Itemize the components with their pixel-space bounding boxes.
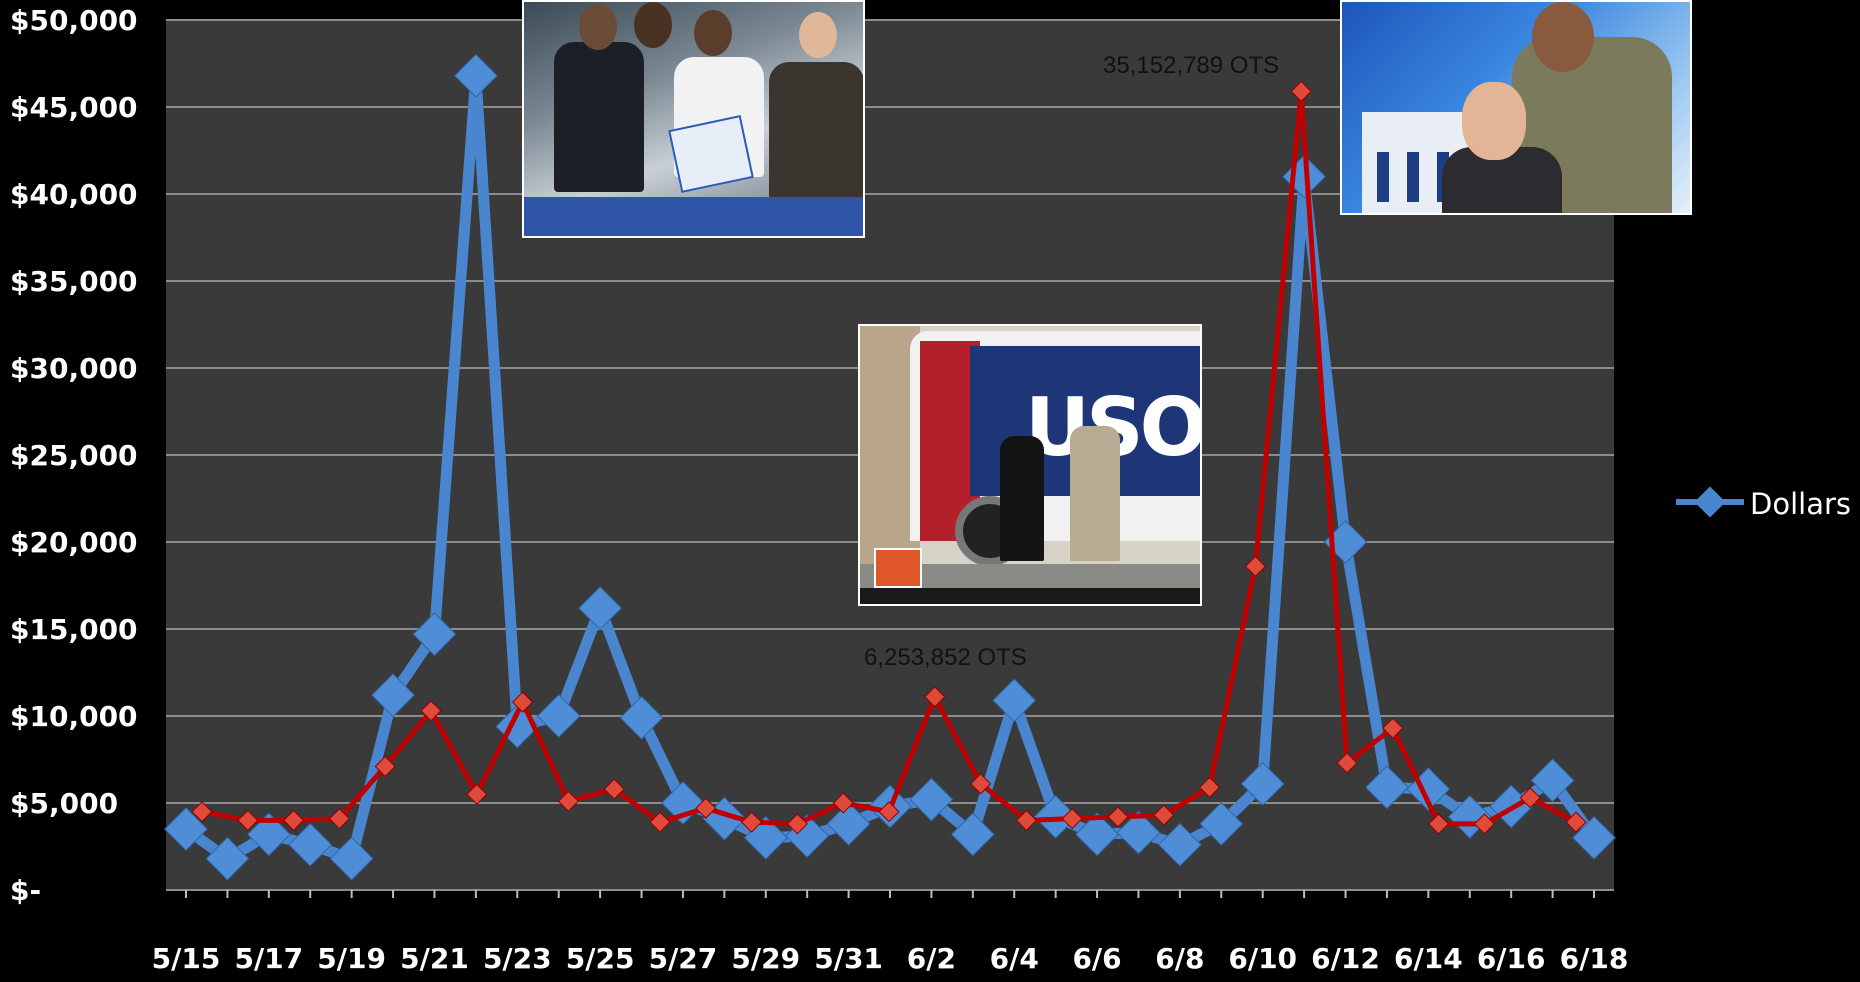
data-point-red — [1336, 752, 1358, 774]
x-axis-tick-labels: 5/15 5/17 5/19 5/21 5/23 5/25 5/27 5/29 5/31 6/2 6… — [152, 890, 1629, 975]
data-point-red — [1427, 813, 1450, 835]
series-red — [191, 80, 1587, 835]
data-point-red — [466, 783, 488, 805]
legend-marker-dollars — [1694, 486, 1726, 518]
y-tick-label: $50,000 — [10, 4, 138, 37]
data-point-red — [1382, 717, 1404, 739]
data-point-red — [786, 813, 809, 835]
x-tick-label: 5/25 — [566, 942, 635, 975]
data-point-dollars — [826, 801, 871, 846]
data-point-red — [420, 700, 442, 722]
photo-host-general — [1340, 0, 1692, 215]
x-tick-label: 6/6 — [1072, 942, 1121, 975]
x-tick-label: 6/18 — [1560, 942, 1629, 975]
y-tick-label: $15,000 — [10, 613, 138, 646]
data-point-red — [1565, 811, 1587, 833]
data-point-red — [740, 811, 763, 833]
data-point-dollars — [453, 53, 498, 98]
data-point-red — [695, 797, 717, 819]
data-point-red — [511, 691, 534, 713]
x-tick-label: 6/14 — [1394, 942, 1463, 975]
x-tick-label: 6/10 — [1228, 942, 1297, 975]
data-point-red — [1107, 806, 1129, 828]
data-point-red — [328, 808, 351, 830]
data-point-red — [832, 792, 854, 814]
photo-volunteers — [522, 0, 865, 238]
x-tick-label: 6/12 — [1311, 942, 1380, 975]
data-point-red — [557, 790, 580, 812]
data-point-red — [1473, 813, 1496, 835]
x-tick-label: 5/27 — [649, 942, 718, 975]
data-point-dollars — [536, 694, 581, 738]
data-point-dollars — [329, 836, 374, 881]
data-point-red — [191, 801, 213, 823]
x-tick-label: 6/16 — [1477, 942, 1546, 975]
data-point-red — [1015, 809, 1038, 832]
data-point-dollars — [1075, 812, 1119, 857]
annotation-ots-peak: 35,152,789 OTS — [1103, 52, 1279, 79]
data-point-dollars — [205, 836, 250, 881]
x-tick-label: 6/8 — [1155, 942, 1204, 975]
legend: Dollars — [1676, 486, 1851, 521]
legend-label-dollars: Dollars — [1750, 487, 1851, 521]
data-point-dollars — [164, 807, 208, 852]
y-tick-label: $45,000 — [10, 91, 138, 124]
data-point-dollars — [578, 586, 623, 631]
data-point-dollars — [288, 822, 333, 867]
x-tick-label: 5/17 — [234, 942, 303, 975]
data-point-dollars — [950, 812, 995, 857]
data-point-red — [1290, 80, 1312, 102]
y-tick-label: $30,000 — [10, 352, 138, 385]
y-tick-label: $35,000 — [10, 265, 138, 298]
y-axis-tick-labels: $50,000 $45,000 $40,000 $35,000 $30,000 $25,0… — [10, 4, 138, 907]
x-tick-label: 6/2 — [907, 942, 956, 975]
y-tick-label: $5,000 — [10, 787, 118, 820]
data-point-red — [603, 778, 625, 800]
data-point-dollars — [992, 678, 1037, 723]
y-tick-label: $40,000 — [10, 178, 138, 211]
data-point-dollars — [1530, 758, 1575, 803]
x-tick-label: 6/4 — [990, 942, 1039, 975]
data-point-dollars — [619, 695, 664, 740]
data-point-dollars — [1157, 822, 1202, 867]
data-point-dollars — [1116, 810, 1161, 855]
data-point-red — [924, 686, 946, 708]
data-point-dollars — [412, 612, 457, 657]
x-tick-label: 5/21 — [400, 942, 469, 975]
data-point-red — [282, 809, 305, 832]
y-tick-label: $- — [10, 874, 41, 907]
data-point-dollars — [1199, 801, 1244, 846]
annotation-ots-june2: 6,253,852 OTS — [864, 644, 1027, 671]
data-point-red — [237, 809, 259, 832]
data-point-red — [878, 801, 900, 823]
data-point-dollars — [1365, 765, 1409, 810]
data-point-dollars — [371, 673, 415, 718]
data-point-dollars — [909, 777, 954, 822]
x-tick-label: 5/15 — [152, 942, 221, 975]
data-point-red — [969, 773, 992, 795]
x-tick-label: 5/19 — [317, 942, 386, 975]
data-point-red — [1519, 787, 1541, 809]
photo-uso-truck: USO — [858, 324, 1202, 606]
data-point-red — [1061, 808, 1083, 830]
y-tick-label: $25,000 — [10, 439, 138, 472]
data-point-dollars — [246, 812, 291, 857]
data-point-dollars — [1572, 815, 1616, 860]
y-tick-label: $10,000 — [10, 700, 138, 733]
data-point-red — [1198, 776, 1221, 798]
data-point-red — [1244, 555, 1267, 577]
x-tick-label: 5/23 — [483, 942, 552, 975]
y-tick-label: $20,000 — [10, 526, 138, 559]
data-point-red — [374, 755, 396, 778]
x-tick-label: 5/29 — [731, 942, 800, 975]
data-point-red — [1153, 804, 1175, 826]
x-tick-label: 5/31 — [814, 942, 883, 975]
data-point-red — [649, 811, 671, 833]
data-point-dollars — [1240, 761, 1285, 806]
